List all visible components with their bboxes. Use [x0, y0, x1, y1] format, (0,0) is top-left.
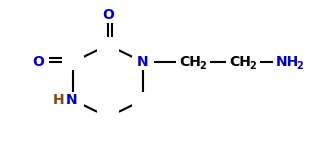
Text: N: N [66, 93, 78, 107]
Text: H: H [53, 93, 65, 107]
Bar [226, 54, 260, 70]
Text: 2: 2 [297, 61, 303, 71]
Text: CH: CH [179, 55, 201, 69]
Text: O: O [102, 8, 114, 22]
Text: 2: 2 [250, 61, 256, 71]
Bar [273, 54, 307, 70]
Text: 2: 2 [200, 61, 206, 71]
Bar [132, 54, 154, 70]
Text: CH: CH [229, 55, 251, 69]
Bar [62, 92, 84, 108]
Text: N: N [137, 55, 149, 69]
Bar [132, 92, 154, 108]
Bar [62, 54, 84, 70]
Text: O: O [32, 55, 44, 69]
Bar [27, 54, 49, 70]
Bar [176, 54, 210, 70]
Bar [97, 37, 119, 53]
Bar [97, 109, 119, 125]
Text: NH: NH [275, 55, 299, 69]
Bar [97, 7, 119, 23]
